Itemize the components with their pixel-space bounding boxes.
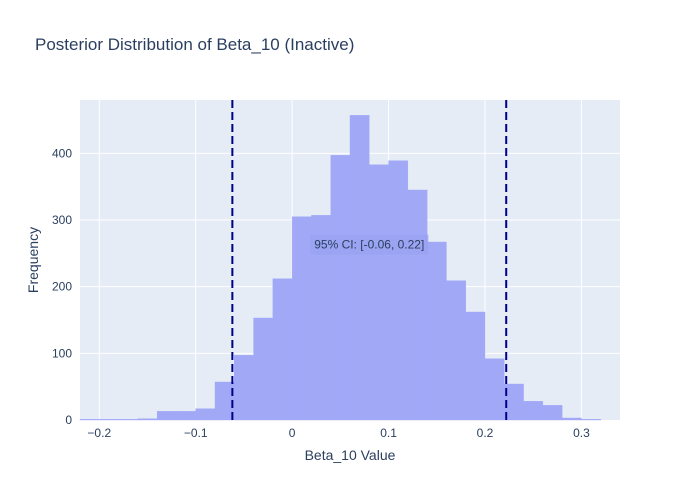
histogram-bar bbox=[118, 419, 139, 421]
y-tick-label: 100 bbox=[52, 346, 72, 360]
histogram-bar bbox=[79, 419, 100, 421]
ci-annotation-text: 95% CI: [-0.06, 0.22] bbox=[314, 238, 424, 252]
histogram-bar bbox=[581, 419, 601, 421]
annotation-background bbox=[310, 234, 429, 255]
annotation: 95% CI: [-0.06, 0.22] bbox=[310, 234, 429, 255]
x-tick-label: 0.1 bbox=[380, 426, 397, 440]
histogram-bars bbox=[79, 115, 601, 421]
histogram-bar bbox=[137, 418, 158, 421]
histogram-bar bbox=[330, 155, 351, 421]
histogram-bar bbox=[176, 411, 196, 421]
x-tick-label: 0.2 bbox=[477, 426, 494, 440]
histogram-bar bbox=[446, 280, 466, 421]
y-tick-label: 0 bbox=[65, 413, 72, 427]
y-tick-label: 400 bbox=[52, 146, 72, 160]
histogram-bar bbox=[388, 160, 409, 421]
histogram-bar bbox=[369, 164, 389, 421]
histogram-bar bbox=[465, 311, 486, 421]
y-tick-label: 200 bbox=[52, 280, 72, 294]
histogram-bar bbox=[523, 401, 544, 421]
y-tick-label: 300 bbox=[52, 213, 72, 227]
histogram-bar bbox=[484, 358, 505, 421]
x-axis-title: Beta_10 Value bbox=[305, 447, 396, 463]
x-tick-label: −0.2 bbox=[87, 426, 111, 440]
histogram-bar bbox=[542, 405, 563, 421]
y-axis-title: Frequency bbox=[25, 227, 41, 293]
histogram-bar bbox=[234, 355, 254, 421]
chart-title: Posterior Distribution of Beta_10 (Inact… bbox=[35, 35, 354, 54]
confidence-interval-lines bbox=[231, 100, 508, 420]
histogram-bar bbox=[253, 317, 274, 421]
histogram-bar bbox=[291, 216, 312, 421]
histogram-bar bbox=[195, 408, 216, 421]
histogram-bar bbox=[407, 189, 428, 421]
histogram-bar bbox=[156, 411, 177, 421]
x-tick-label: −0.1 bbox=[184, 426, 208, 440]
x-axis-ticks: −0.2 −0.1 0 0.1 0.2 0.3 bbox=[87, 426, 590, 440]
histogram-bar bbox=[426, 241, 447, 421]
x-tick-label: 0.3 bbox=[573, 426, 590, 440]
histogram-bar bbox=[561, 417, 582, 421]
histogram-bar bbox=[349, 115, 370, 421]
y-axis-ticks: 0 100 200 300 400 bbox=[52, 146, 72, 427]
histogram-bar bbox=[99, 419, 119, 421]
histogram-bar bbox=[272, 278, 293, 421]
x-tick-label: 0 bbox=[289, 426, 296, 440]
